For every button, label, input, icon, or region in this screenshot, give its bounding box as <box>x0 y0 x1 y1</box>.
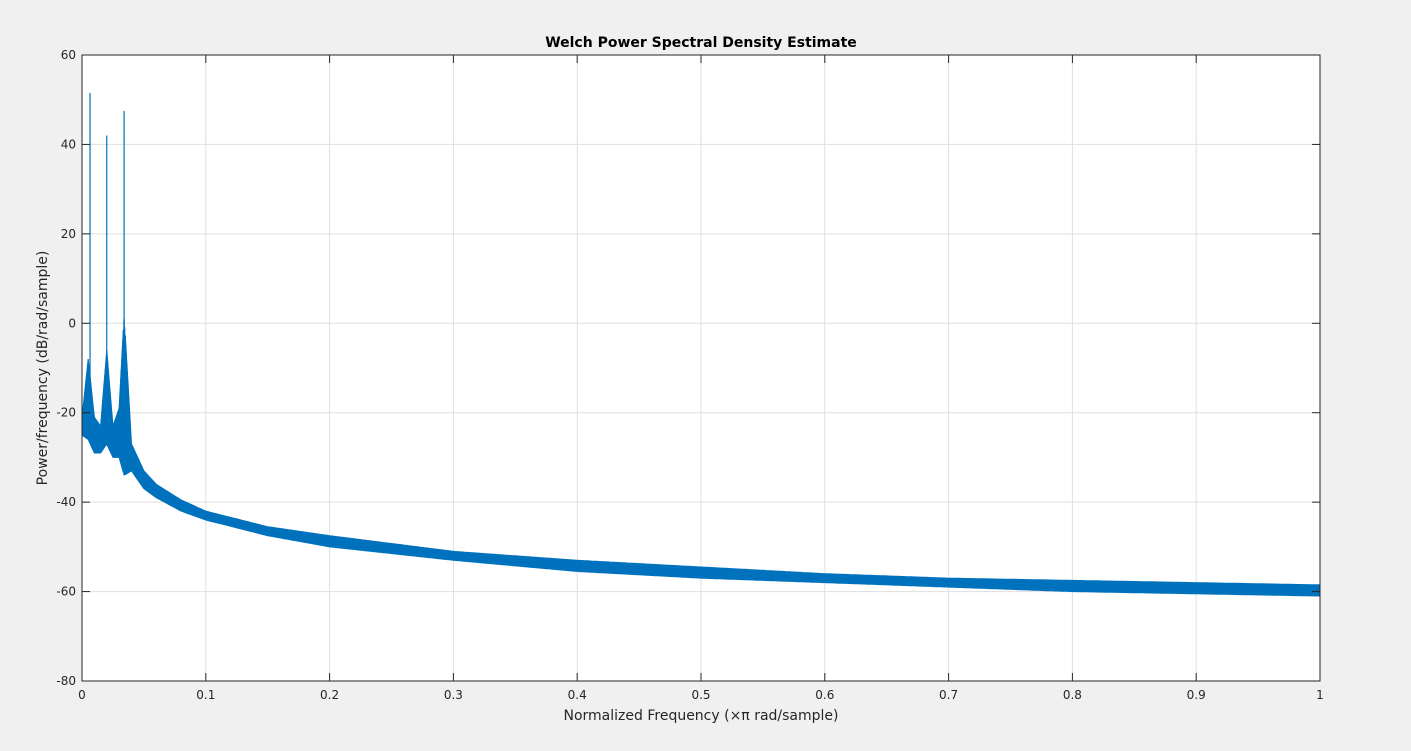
y-tick-label: -20 <box>56 406 76 420</box>
y-tick-label: 0 <box>68 316 76 330</box>
x-axis-label: Normalized Frequency (×π rad/sample) <box>564 708 839 724</box>
x-tick-label: 0.4 <box>568 688 587 702</box>
y-tick-label: -80 <box>56 674 76 688</box>
chart-title: Welch Power Spectral Density Estimate <box>545 35 857 51</box>
x-tick-label: 0.2 <box>320 688 339 702</box>
x-tick-label: 0.1 <box>196 688 215 702</box>
x-tick-labels: 0 0.1 0.2 0.3 0.4 0.5 0.6 0.7 0.8 0.9 1 <box>78 688 1324 702</box>
x-tick-label: 0.3 <box>444 688 463 702</box>
x-tick-label: 0.9 <box>1187 688 1206 702</box>
y-tick-label: -60 <box>56 585 76 599</box>
x-tick-label: 0.6 <box>815 688 834 702</box>
axis-ticks <box>81 54 1321 682</box>
y-tick-label: 20 <box>61 227 76 241</box>
y-tick-label: 60 <box>61 48 76 62</box>
psd-series <box>81 93 1321 597</box>
x-tick-label: 0.7 <box>939 688 958 702</box>
x-tick-label: 1 <box>1316 688 1324 702</box>
x-tick-label: 0.5 <box>691 688 710 702</box>
y-tick-labels: -80 -60 -40 -20 0 20 40 60 <box>56 48 76 688</box>
x-tick-label: 0.8 <box>1063 688 1082 702</box>
y-axis-label: Power/frequency (dB/rad/sample) <box>35 251 51 486</box>
y-tick-label: -40 <box>56 495 76 509</box>
y-tick-label: 40 <box>61 137 76 151</box>
x-tick-label: 0 <box>78 688 86 702</box>
